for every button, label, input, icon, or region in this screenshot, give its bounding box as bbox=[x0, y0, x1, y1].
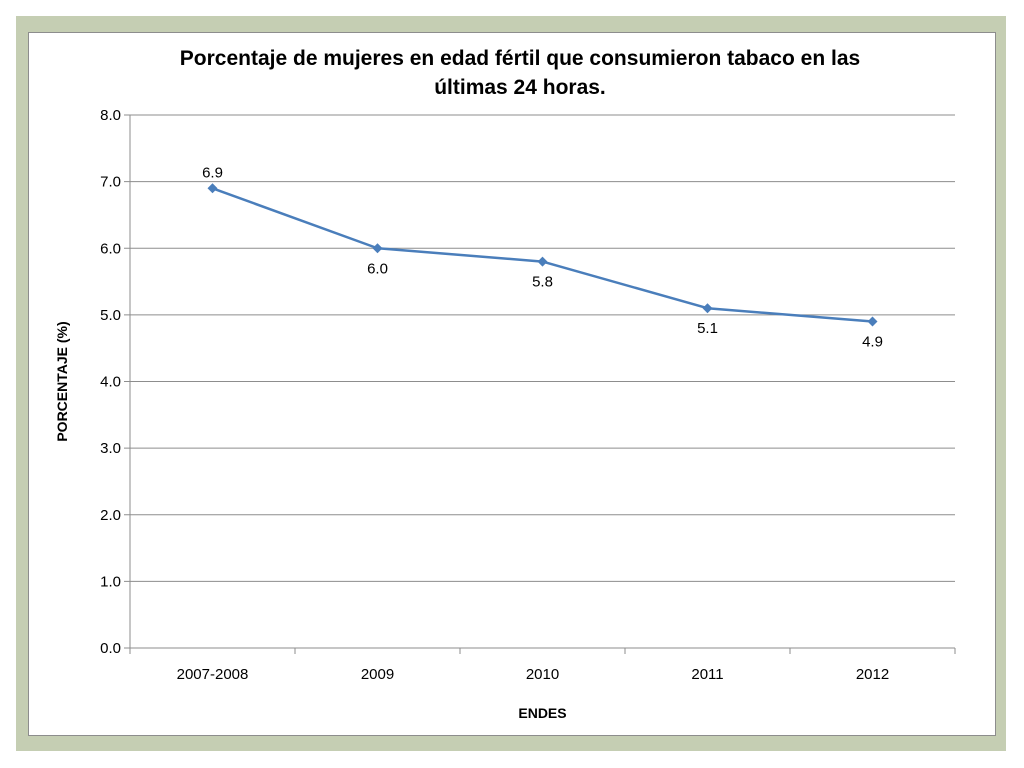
y-tick-label: 4.0 bbox=[100, 374, 121, 391]
chart-title: Porcentaje de mujeres en edad fértil que… bbox=[120, 44, 920, 102]
data-label: 6.0 bbox=[367, 260, 388, 277]
x-tick-label: 2011 bbox=[691, 666, 723, 683]
chart-title-line-1: Porcentaje de mujeres en edad fértil que… bbox=[179, 47, 861, 70]
chart-area bbox=[28, 32, 996, 736]
gridlines bbox=[130, 114, 955, 649]
data-label: 5.1 bbox=[697, 320, 718, 337]
data-point-marker bbox=[867, 316, 878, 327]
x-tick-label: 2007-2008 bbox=[177, 666, 249, 683]
series-line bbox=[212, 187, 873, 323]
y-tick-label: 7.0 bbox=[100, 174, 121, 191]
y-tick-label: 1.0 bbox=[100, 573, 121, 590]
x-axis-tick-labels: 2007-2008 2009 2010 2011 2012 bbox=[177, 666, 890, 683]
x-axis-title: ENDES bbox=[518, 705, 566, 721]
data-point-marker bbox=[372, 243, 383, 254]
data-label: 6.9 bbox=[202, 164, 223, 181]
data-point-marker bbox=[537, 256, 548, 267]
data-label: 5.8 bbox=[532, 274, 553, 291]
x-tick-label: 2009 bbox=[361, 666, 394, 683]
data-label: 4.9 bbox=[862, 334, 883, 351]
y-axis-tick-labels: 0.0 1.0 2.0 3.0 4.0 5.0 6.0 7.0 8.0 bbox=[100, 107, 121, 657]
axes bbox=[124, 114, 956, 654]
y-tick-label: 3.0 bbox=[100, 440, 121, 457]
y-tick-label: 5.0 bbox=[100, 307, 121, 324]
data-point-marker bbox=[207, 183, 218, 194]
x-tick-label: 2012 bbox=[856, 666, 889, 683]
y-tick-label: 8.0 bbox=[100, 107, 121, 124]
y-tick-label: 6.0 bbox=[100, 240, 121, 257]
y-axis-title: PORCENTAJE (%) bbox=[54, 321, 70, 441]
x-tick-label: 2010 bbox=[526, 666, 559, 683]
data-labels: 6.9 6.0 5.8 5.1 4.9 bbox=[202, 164, 883, 350]
data-point-marker bbox=[702, 303, 713, 314]
series bbox=[207, 183, 878, 327]
chart-title-line-2: últimas 24 horas. bbox=[434, 76, 606, 99]
y-tick-label: 2.0 bbox=[100, 507, 121, 524]
y-tick-label: 0.0 bbox=[100, 640, 121, 657]
